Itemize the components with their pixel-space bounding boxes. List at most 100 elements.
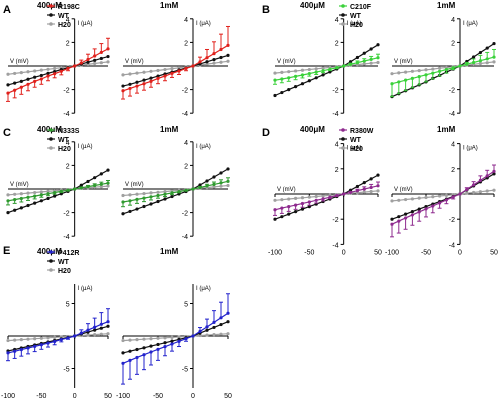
data-point [348,62,353,66]
data-point [156,347,160,351]
series-line [391,173,495,220]
legend-entry: WT [58,13,70,20]
y-axis-label: I (μA) [463,21,478,27]
data-point [39,193,43,197]
data-point [355,184,359,189]
data-point [294,85,298,89]
data-point [328,67,332,71]
data-point [219,322,223,327]
data-point [417,69,421,73]
data-point [321,73,325,77]
iv-plot-d-6: 400μM -4 -2 2 4 -100 -50 0 50 V (mV) I (μA) R380W WT… [268,125,382,256]
data-point [46,189,50,193]
legend-swatch-marker [49,128,53,132]
data-point [106,324,110,328]
data-point [205,62,209,66]
panel-label-b: B [262,4,270,16]
data-point [149,79,153,83]
data-point [438,194,442,198]
y-tick-label: 2 [451,167,455,174]
data-point [451,66,455,70]
series-line [7,48,109,94]
data-point [149,350,153,354]
data-point [156,199,160,204]
data-point [321,194,325,198]
data-point [369,47,373,51]
series-line [391,43,495,98]
data-point [121,73,125,77]
data-point [33,190,37,195]
data-point [163,336,167,340]
data-point [121,361,125,365]
data-point [307,195,311,199]
data-point [478,178,482,182]
data-point [431,67,435,71]
y-tick-label: 4 [66,17,70,24]
x-tick-label: 50 [374,249,382,256]
condition-label: 1mM [160,247,179,256]
legend-swatch-marker [49,259,53,263]
x-tick-label: -50 [36,393,46,400]
data-point [376,184,380,188]
data-point [478,50,482,55]
data-point [226,183,230,188]
data-point [307,205,311,209]
legend-entry: H20 [350,22,363,29]
data-point [13,338,17,342]
data-point [314,198,318,202]
data-point [86,57,90,62]
data-point [99,332,103,336]
data-point [287,212,291,216]
data-point [465,187,469,192]
y-tick-label: 5 [184,302,188,309]
data-point [6,199,10,203]
data-point [294,69,298,73]
y-tick-label: -5 [63,367,69,374]
data-point [128,199,132,203]
series-line [7,169,109,214]
data-point [6,72,10,76]
y-axis-label: I (μA) [196,21,211,27]
series-line [7,321,109,354]
data-point [355,189,359,193]
data-point [184,188,188,192]
data-point [39,73,43,78]
x-tick-label: -100 [268,249,282,256]
data-point [128,86,132,91]
data-point [53,72,57,76]
data-point [13,192,17,196]
data-point [59,69,63,73]
series-line [391,56,495,85]
data-point [226,332,230,336]
data-point [93,325,97,329]
data-point [410,76,414,80]
data-point [93,176,97,180]
data-point [135,192,139,196]
data-point [121,89,125,93]
y-tick-label: -2 [449,217,455,224]
x-tick-label: 0 [191,393,195,400]
data-point [121,338,125,343]
data-point [66,66,70,70]
data-point [205,328,209,332]
legend-entry: C210F [350,4,372,11]
data-point [404,70,408,74]
data-point [6,193,10,197]
series-line [7,61,109,75]
data-point [424,195,428,200]
data-point [376,56,380,60]
data-point [46,71,50,75]
data-point [397,219,401,223]
legend-entry: H20 [58,146,71,153]
x-axis-label: V (mV) [125,59,144,65]
data-point [128,193,132,197]
data-point [163,189,167,194]
data-point [485,189,489,193]
data-point [226,59,230,63]
data-point [273,198,277,202]
data-point [198,185,202,190]
data-point [219,171,223,175]
data-point [376,189,380,193]
data-point [280,90,284,95]
